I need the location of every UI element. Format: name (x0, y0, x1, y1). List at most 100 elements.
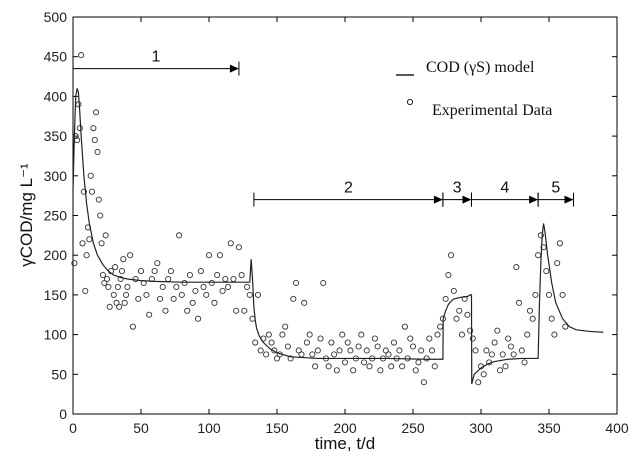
data-point-179 (507, 343, 514, 350)
phase-arrowhead-2 (433, 195, 443, 204)
x-tick-label-0: 0 (69, 420, 77, 436)
data-point-153 (437, 323, 444, 330)
data-point-34 (118, 268, 126, 275)
data-point-52 (162, 307, 169, 314)
data-point-54 (167, 268, 174, 275)
data-point-152 (434, 331, 441, 338)
data-point-86 (254, 291, 262, 298)
data-point-143 (409, 343, 417, 350)
data-point-197 (556, 240, 563, 247)
data-point-106 (309, 351, 316, 358)
data-point-49 (154, 260, 161, 267)
data-point-66 (200, 283, 207, 291)
data-point-19 (97, 212, 104, 219)
data-point-28 (110, 291, 117, 298)
data-point-43 (137, 268, 145, 275)
data-point-18 (95, 196, 102, 203)
data-point-79 (235, 244, 242, 251)
data-point-48 (151, 268, 158, 275)
data-point-119 (344, 339, 351, 346)
data-point-164 (467, 327, 474, 334)
data-point-180 (510, 351, 517, 358)
phase-label-3: 3 (453, 180, 462, 197)
data-point-57 (176, 232, 183, 239)
data-point-46 (146, 311, 153, 318)
data-point-135 (388, 363, 395, 370)
data-point-72 (216, 252, 223, 259)
phase-label-5: 5 (551, 180, 560, 197)
y-axis-title: γCOD/mg L⁻¹ (17, 163, 36, 267)
data-point-98 (287, 355, 294, 362)
data-point-81 (241, 307, 248, 314)
data-point-113 (328, 339, 335, 346)
data-point-3 (75, 101, 82, 108)
data-point-87 (257, 347, 264, 354)
phase-arrows: 1 2 3 4 5 (72, 49, 574, 207)
data-point-150 (428, 347, 436, 354)
data-point-65 (197, 268, 204, 275)
data-point-97 (284, 343, 291, 350)
data-point-37 (122, 291, 130, 298)
data-point-15 (91, 137, 98, 144)
data-point-76 (227, 240, 234, 247)
data-point-58 (178, 291, 185, 298)
data-point-116 (336, 347, 343, 354)
data-point-26 (106, 303, 113, 310)
data-point-136 (390, 339, 398, 346)
x-axis-title: time, t/d (315, 434, 375, 453)
data-point-192 (543, 268, 550, 275)
data-point-50 (156, 295, 164, 302)
data-point-160 (456, 307, 463, 314)
data-point-55 (170, 295, 177, 302)
data-point-96 (282, 323, 289, 330)
data-point-112 (325, 363, 332, 370)
data-point-127 (366, 363, 373, 370)
x-tick-label-1: 50 (133, 420, 149, 436)
y-tick-label-10: 500 (44, 9, 68, 25)
data-point-186 (526, 307, 534, 314)
data-point-105 (306, 331, 313, 338)
y-tick-label-5: 250 (44, 208, 68, 224)
data-point-63 (192, 287, 199, 294)
data-point-194 (548, 315, 555, 322)
data-point-68 (205, 252, 213, 259)
data-point-151 (431, 363, 438, 370)
data-point-99 (290, 295, 297, 302)
data-point-169 (480, 371, 487, 378)
data-point-90 (265, 331, 272, 338)
data-point-102 (298, 351, 305, 358)
data-point-39 (127, 252, 134, 259)
legend-label-model: COD (γS) model (426, 59, 535, 76)
data-point-145 (415, 359, 422, 366)
data-point-42 (135, 295, 142, 302)
legend-label-experimental: Experimental Data (432, 102, 552, 119)
data-point-74 (222, 275, 229, 283)
data-point-172 (488, 351, 495, 358)
data-point-142 (407, 335, 414, 342)
data-point-156 (445, 271, 452, 279)
data-point-155 (442, 295, 449, 302)
data-point-24 (103, 275, 111, 283)
data-point-29 (112, 264, 119, 271)
data-point-117 (339, 331, 346, 338)
data-point-69 (208, 279, 215, 287)
data-point-1 (72, 133, 79, 140)
data-point-45 (143, 291, 150, 298)
data-point-59 (181, 279, 188, 287)
data-point-40 (129, 323, 136, 330)
data-point-118 (341, 359, 349, 366)
data-point-5 (78, 52, 85, 59)
data-point-131 (377, 367, 384, 374)
y-tick-label-6: 300 (44, 168, 68, 184)
y-tick-label-4: 200 (44, 247, 68, 263)
data-point-82 (244, 283, 251, 291)
data-point-139 (399, 363, 406, 370)
data-point-78 (233, 307, 240, 314)
axis-ticks (72, 16, 618, 415)
data-point-67 (203, 291, 210, 298)
data-point-177 (502, 363, 509, 370)
data-point-138 (396, 347, 403, 354)
data-point-33 (117, 275, 124, 283)
data-point-85 (252, 339, 259, 346)
data-point-17 (94, 148, 101, 156)
